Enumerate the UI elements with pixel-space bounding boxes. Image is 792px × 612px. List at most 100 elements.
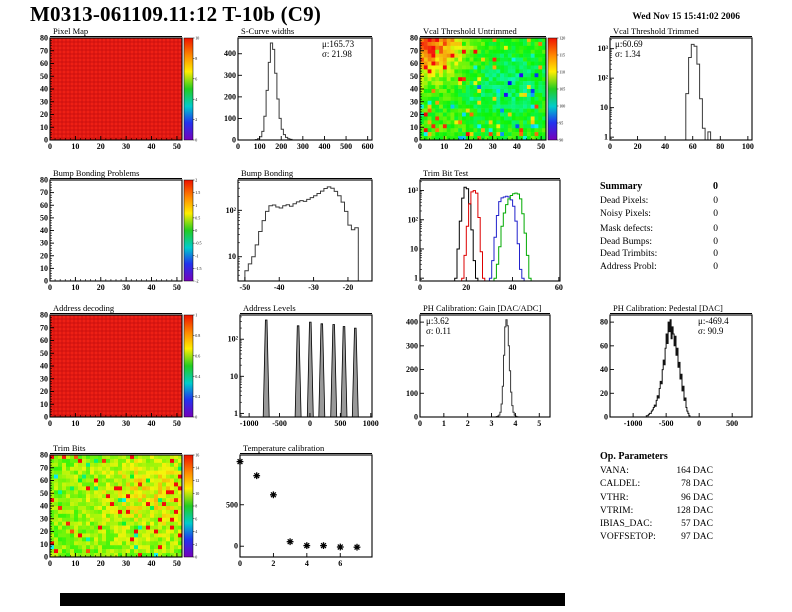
svg-text:10: 10: [40, 264, 48, 273]
svg-text:0: 0: [236, 142, 240, 151]
stats-mu: μ:60.69: [615, 39, 643, 49]
plot-title-vcal-trimmed: Vcal Threshold Trimmed: [610, 26, 752, 37]
svg-text:-500: -500: [659, 419, 674, 428]
svg-text:30: 30: [40, 97, 48, 106]
svg-text:500: 500: [226, 500, 238, 509]
stats-mu: μ:165.73: [322, 39, 355, 49]
summary-label: Dead Pixels:: [600, 196, 649, 206]
svg-text:0: 0: [697, 419, 701, 428]
op-label: VTRIM:: [600, 505, 634, 516]
svg-text:0: 0: [44, 553, 48, 562]
stats-mu: μ:-469.4: [698, 316, 729, 326]
svg-text:30: 30: [40, 239, 48, 248]
svg-text:30: 30: [410, 97, 418, 106]
summary-value: 0: [713, 236, 718, 247]
op-label: VOFFSETOP:: [600, 532, 656, 543]
svg-text:600: 600: [362, 142, 374, 151]
plot-title-trim-bits: Trim Bits: [50, 443, 182, 454]
svg-text:0: 0: [418, 419, 422, 428]
svg-text:-20: -20: [343, 283, 354, 292]
summary-label: Address Probl:: [600, 261, 657, 272]
op-row-ibias-dac: IBIAS_DAC: 57 DAC: [600, 518, 713, 531]
svg-text:80: 80: [40, 176, 48, 185]
svg-text:10: 10: [410, 244, 418, 253]
summary-value: 0: [713, 208, 718, 219]
svg-text:10: 10: [40, 123, 48, 132]
summary-heading: Summary: [600, 181, 643, 192]
svg-text:0: 0: [195, 138, 197, 143]
svg-text:0: 0: [604, 413, 608, 422]
svg-text:50: 50: [173, 419, 181, 428]
svg-text:0: 0: [195, 228, 197, 233]
svg-text:4: 4: [513, 419, 517, 428]
svg-text:50: 50: [40, 72, 48, 81]
svg-text:30: 30: [122, 142, 130, 151]
svg-text:70: 70: [40, 463, 48, 472]
op-label: IBIAS_DAC:: [600, 519, 653, 530]
plot-temperature-calibration: 0 2 4 6 0 500: [226, 454, 373, 568]
svg-text:5: 5: [537, 419, 541, 428]
svg-text:2: 2: [195, 178, 197, 183]
svg-text:30: 30: [40, 514, 48, 523]
svg-text:110: 110: [559, 70, 565, 75]
svg-text:20: 20: [40, 251, 48, 260]
svg-text:500: 500: [726, 419, 738, 428]
svg-text:100: 100: [406, 389, 418, 398]
svg-text:400: 400: [224, 49, 236, 58]
plot-address-levels: -1000 -500 0 500 1000 1 10 10²: [228, 314, 379, 428]
op-parameters-panel: Op. Parameters VANA: 164 DAC CALDEL: 78 DA…: [600, 451, 713, 545]
svg-text:80: 80: [40, 451, 48, 460]
svg-text:0: 0: [48, 419, 52, 428]
summary-row-mask-defects: Mask defects: 0: [600, 223, 718, 236]
svg-text:50: 50: [537, 142, 545, 151]
stats-mu: μ:3.62: [426, 316, 450, 326]
svg-text:4: 4: [195, 529, 197, 534]
svg-text:20: 20: [97, 559, 105, 568]
op-row-vana: VANA: 164 DAC: [600, 465, 713, 478]
op-heading-label: Op. Parameters: [600, 451, 668, 462]
svg-text:500: 500: [340, 142, 352, 151]
svg-text:-0.5: -0.5: [195, 241, 201, 246]
svg-text:0: 0: [308, 419, 312, 428]
stats-sigma: σ: 0.11: [426, 325, 452, 336]
svg-text:20: 20: [462, 283, 470, 292]
svg-text:-1000: -1000: [240, 419, 259, 428]
svg-text:6: 6: [195, 516, 197, 521]
svg-text:50: 50: [173, 283, 181, 292]
plot-title-pixel-map: Pixel Map: [50, 26, 182, 37]
svg-text:80: 80: [40, 34, 48, 43]
svg-text:80: 80: [40, 311, 48, 320]
svg-text:0.6: 0.6: [195, 353, 200, 358]
svg-text:0: 0: [414, 413, 418, 422]
svg-text:-50: -50: [240, 283, 251, 292]
svg-text:20: 20: [40, 387, 48, 396]
svg-text:4: 4: [305, 559, 309, 568]
op-label: VTHR:: [600, 492, 629, 503]
svg-text:95: 95: [559, 121, 563, 126]
stats-ph-gain: μ:3.62 σ: 0.11: [426, 316, 452, 336]
svg-text:-500: -500: [272, 419, 287, 428]
page-title: M0313-061109.11:12 T-10b (C9): [30, 2, 322, 26]
svg-text:0: 0: [44, 413, 48, 422]
svg-text:10: 10: [195, 491, 199, 496]
stats-sigma: σ: 90.9: [698, 325, 724, 336]
svg-text:20: 20: [634, 142, 642, 151]
svg-text:0: 0: [418, 283, 422, 292]
svg-text:10: 10: [40, 540, 48, 549]
svg-text:100: 100: [559, 104, 565, 109]
op-row-vtrim: VTRIM: 128 DAC: [600, 505, 713, 518]
svg-text:1000: 1000: [363, 419, 379, 428]
svg-text:16: 16: [195, 453, 199, 458]
svg-text:200: 200: [224, 92, 236, 101]
plot-title-ph-gain: PH Calibration: Gain [DAC/ADC]: [420, 303, 550, 314]
op-value: 96 DAC: [681, 492, 713, 503]
svg-text:50: 50: [173, 559, 181, 568]
svg-text:10: 10: [71, 559, 79, 568]
svg-text:10: 10: [440, 142, 448, 151]
plot-title-bump-bonding: Bump Bonding: [238, 168, 372, 179]
svg-text:14: 14: [195, 465, 199, 470]
plot-ph-calibration-gain: 0 1 2 3 4 5 0 100 200 300 400: [406, 314, 551, 428]
